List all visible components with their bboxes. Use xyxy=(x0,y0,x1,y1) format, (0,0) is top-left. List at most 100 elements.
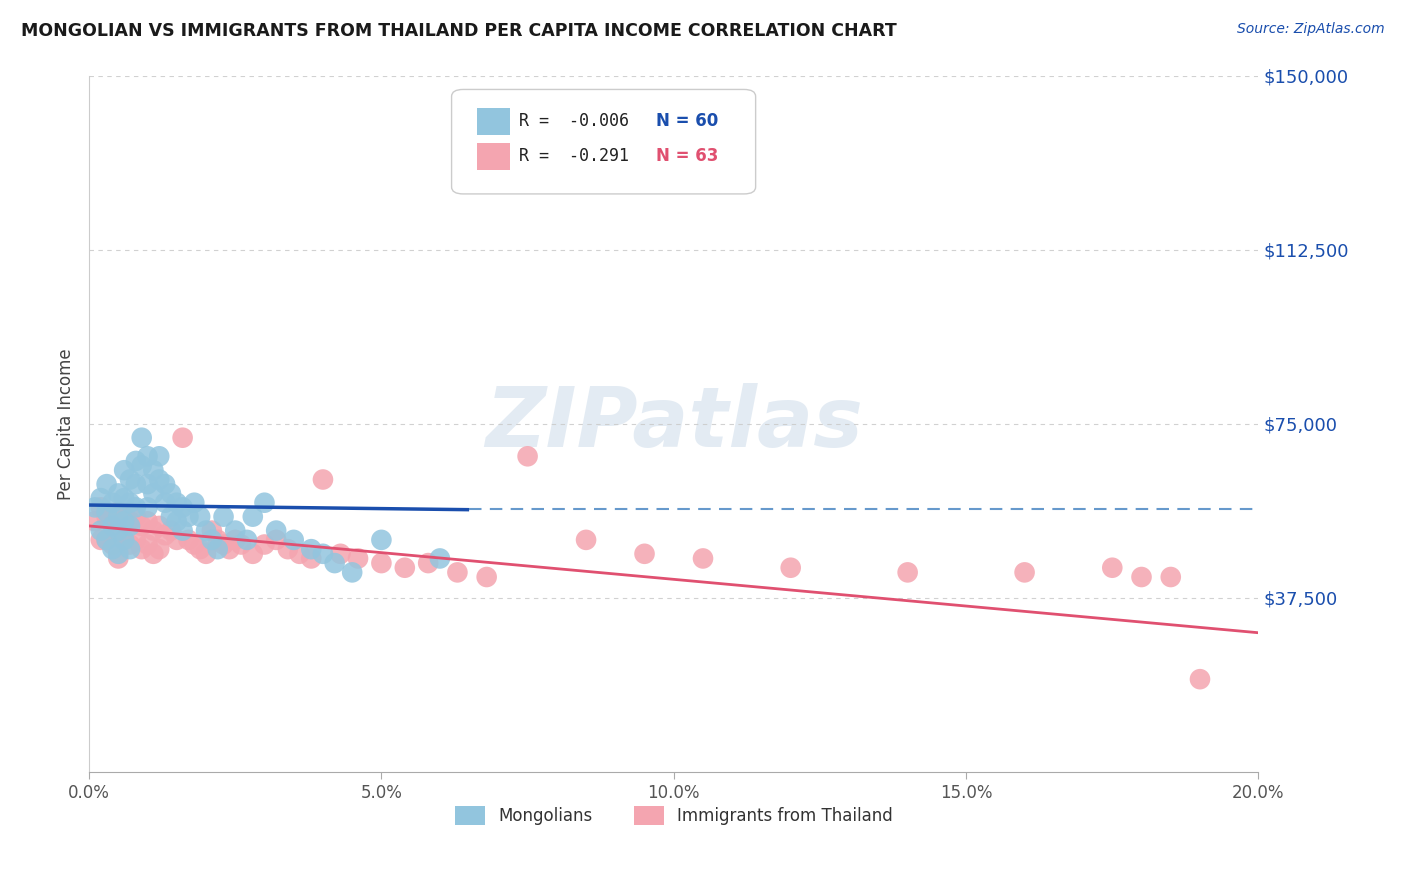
Point xyxy=(136,537,159,551)
Point xyxy=(299,551,322,566)
Point xyxy=(575,533,598,547)
Point xyxy=(84,500,107,515)
Point xyxy=(212,537,235,551)
Point xyxy=(340,566,363,580)
Point xyxy=(118,542,141,557)
Point xyxy=(148,542,170,557)
Point xyxy=(242,547,264,561)
Point xyxy=(394,560,416,574)
Point xyxy=(131,458,153,473)
Point xyxy=(125,500,148,515)
Point xyxy=(107,528,129,542)
Point xyxy=(107,505,129,519)
Point xyxy=(112,514,135,528)
Point xyxy=(125,533,148,547)
Point xyxy=(112,509,135,524)
FancyBboxPatch shape xyxy=(477,143,510,169)
Point xyxy=(177,509,200,524)
Point xyxy=(112,533,135,547)
Point xyxy=(1101,560,1123,574)
Point xyxy=(277,542,299,557)
Point xyxy=(312,473,335,487)
Point xyxy=(112,533,135,547)
Point xyxy=(90,533,112,547)
Point xyxy=(633,547,655,561)
Point xyxy=(160,524,183,538)
Point xyxy=(101,519,124,533)
Text: ZIPatlas: ZIPatlas xyxy=(485,384,863,464)
Point xyxy=(188,509,211,524)
Point xyxy=(166,496,188,510)
Point xyxy=(84,514,107,528)
Point xyxy=(101,496,124,510)
Point xyxy=(236,533,259,547)
Point xyxy=(177,533,200,547)
Point xyxy=(131,431,153,445)
Text: N = 63: N = 63 xyxy=(657,147,718,165)
Point xyxy=(148,473,170,487)
Point xyxy=(201,533,224,547)
Point xyxy=(136,450,159,464)
Point xyxy=(160,486,183,500)
Text: R =  -0.006: R = -0.006 xyxy=(519,112,630,130)
Point xyxy=(142,463,165,477)
Point xyxy=(242,509,264,524)
Point xyxy=(142,524,165,538)
Point xyxy=(101,514,124,528)
Point xyxy=(96,533,118,547)
Point xyxy=(253,537,276,551)
Text: R =  -0.291: R = -0.291 xyxy=(519,147,630,165)
Point xyxy=(136,514,159,528)
Point xyxy=(516,450,538,464)
Point xyxy=(475,570,498,584)
Point xyxy=(118,514,141,528)
Point xyxy=(107,551,129,566)
Point xyxy=(166,514,188,528)
Point xyxy=(370,556,392,570)
Point xyxy=(142,547,165,561)
Point xyxy=(224,533,246,547)
Point xyxy=(107,509,129,524)
Point xyxy=(101,537,124,551)
Point xyxy=(172,500,194,515)
Point xyxy=(283,533,305,547)
Point xyxy=(112,491,135,505)
Text: MONGOLIAN VS IMMIGRANTS FROM THAILAND PER CAPITA INCOME CORRELATION CHART: MONGOLIAN VS IMMIGRANTS FROM THAILAND PE… xyxy=(21,22,897,40)
Point xyxy=(1160,570,1182,584)
Point xyxy=(118,473,141,487)
Point xyxy=(288,547,311,561)
Point xyxy=(96,509,118,524)
Point xyxy=(370,533,392,547)
Point xyxy=(779,560,801,574)
Point xyxy=(188,542,211,557)
Point xyxy=(172,524,194,538)
Point xyxy=(253,496,276,510)
Point xyxy=(429,551,451,566)
Point xyxy=(264,533,287,547)
Point xyxy=(136,477,159,491)
FancyBboxPatch shape xyxy=(451,89,755,194)
Point xyxy=(160,509,183,524)
Legend: Mongolians, Immigrants from Thailand: Mongolians, Immigrants from Thailand xyxy=(446,797,901,833)
Point xyxy=(90,491,112,505)
Point xyxy=(897,566,920,580)
Point xyxy=(142,486,165,500)
Point xyxy=(201,524,224,538)
Point xyxy=(323,556,346,570)
Point xyxy=(107,524,129,538)
Point xyxy=(153,477,176,491)
Point xyxy=(131,542,153,557)
Point xyxy=(195,524,218,538)
Point xyxy=(183,496,205,510)
Point xyxy=(96,533,118,547)
Point xyxy=(90,500,112,515)
Point xyxy=(131,519,153,533)
Point xyxy=(96,477,118,491)
Point xyxy=(118,496,141,510)
Point xyxy=(166,533,188,547)
Point xyxy=(125,509,148,524)
Point xyxy=(1188,672,1211,686)
Point xyxy=(136,500,159,515)
Point xyxy=(183,537,205,551)
Point xyxy=(1014,566,1036,580)
